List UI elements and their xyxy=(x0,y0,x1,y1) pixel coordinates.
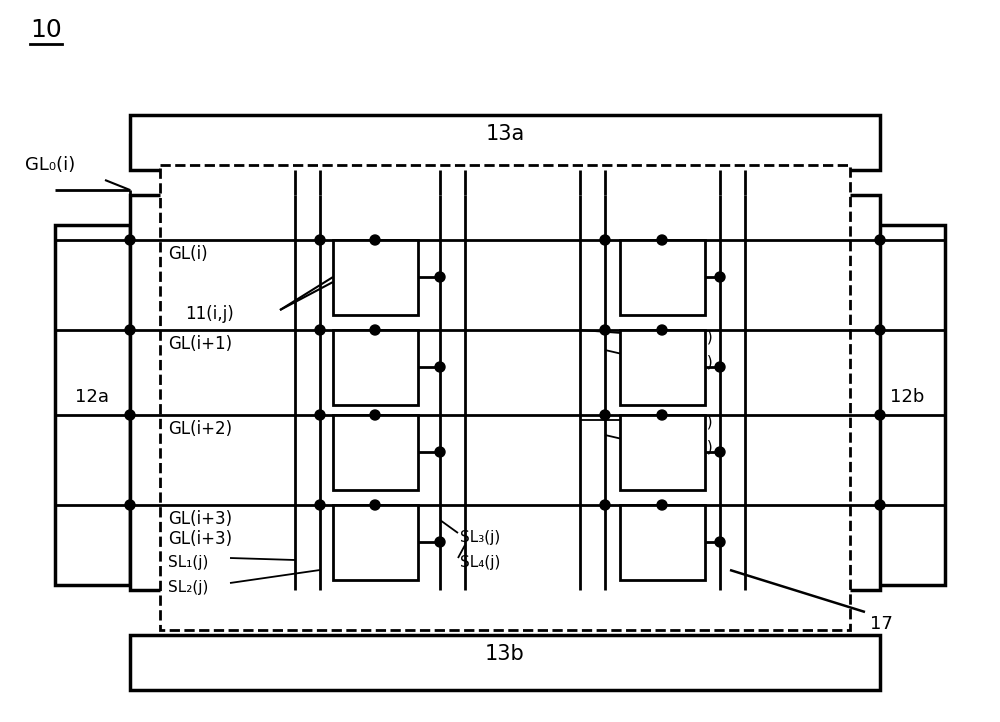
Bar xyxy=(333,505,418,580)
Text: GL(i+3): GL(i+3) xyxy=(168,510,232,528)
Circle shape xyxy=(600,410,610,420)
Bar xyxy=(333,415,418,490)
Circle shape xyxy=(875,235,885,245)
Circle shape xyxy=(315,410,325,420)
Bar xyxy=(620,415,705,490)
Bar xyxy=(870,225,945,585)
Bar xyxy=(130,115,880,170)
Text: SL₃(j): SL₃(j) xyxy=(460,530,500,545)
Circle shape xyxy=(875,410,885,420)
Bar xyxy=(130,195,880,590)
Circle shape xyxy=(315,500,325,510)
Circle shape xyxy=(125,500,135,510)
Circle shape xyxy=(370,325,380,335)
Text: 10: 10 xyxy=(30,18,62,42)
Text: 13a: 13a xyxy=(485,124,525,144)
Circle shape xyxy=(435,362,445,372)
Text: SL₁(j): SL₁(j) xyxy=(168,555,208,570)
Bar xyxy=(620,505,705,580)
Circle shape xyxy=(715,362,725,372)
Bar xyxy=(333,330,418,405)
Text: SL₂(j): SL₂(j) xyxy=(168,580,208,595)
Circle shape xyxy=(600,235,610,245)
Circle shape xyxy=(657,500,667,510)
Bar xyxy=(620,240,705,315)
Circle shape xyxy=(435,537,445,547)
Circle shape xyxy=(315,235,325,245)
Bar xyxy=(55,225,130,585)
Circle shape xyxy=(435,447,445,457)
Text: SL₃(j+1): SL₃(j+1) xyxy=(650,415,713,430)
Text: 12a: 12a xyxy=(75,388,109,406)
Bar xyxy=(160,165,850,630)
Circle shape xyxy=(600,325,610,335)
Text: SL₄(j+1): SL₄(j+1) xyxy=(650,440,713,455)
Text: SL₄(j): SL₄(j) xyxy=(460,555,500,570)
Text: GL(i+2): GL(i+2) xyxy=(168,420,232,438)
Circle shape xyxy=(875,325,885,335)
Circle shape xyxy=(435,272,445,282)
Circle shape xyxy=(315,325,325,335)
Text: GL(i+1): GL(i+1) xyxy=(168,335,232,353)
Bar xyxy=(333,240,418,315)
Text: 17: 17 xyxy=(870,615,893,633)
Text: 11(i,j): 11(i,j) xyxy=(185,305,234,323)
Circle shape xyxy=(370,500,380,510)
Circle shape xyxy=(125,325,135,335)
Text: 13b: 13b xyxy=(485,644,525,664)
Circle shape xyxy=(657,325,667,335)
Circle shape xyxy=(715,447,725,457)
Circle shape xyxy=(875,500,885,510)
Circle shape xyxy=(600,500,610,510)
Circle shape xyxy=(370,410,380,420)
Text: GL(i+3): GL(i+3) xyxy=(168,530,232,548)
Text: GL₀(i): GL₀(i) xyxy=(25,156,75,174)
Circle shape xyxy=(657,410,667,420)
Circle shape xyxy=(715,537,725,547)
Circle shape xyxy=(657,235,667,245)
Circle shape xyxy=(370,235,380,245)
Circle shape xyxy=(125,410,135,420)
Text: 12b: 12b xyxy=(890,388,924,406)
Text: SL₁(j+1): SL₁(j+1) xyxy=(650,330,713,345)
Bar xyxy=(130,635,880,690)
Bar xyxy=(620,330,705,405)
Circle shape xyxy=(125,235,135,245)
Text: GL(i): GL(i) xyxy=(168,245,208,263)
Text: SL₂(j+1): SL₂(j+1) xyxy=(650,355,713,370)
Circle shape xyxy=(715,272,725,282)
